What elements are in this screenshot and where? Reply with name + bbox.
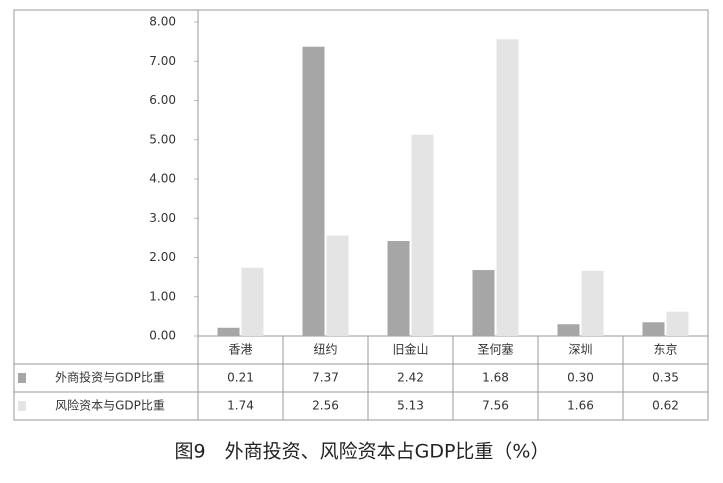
- bar: [411, 134, 434, 336]
- chart-title: 图9 外商投资、风险资本占GDP比重（%）: [175, 441, 550, 463]
- bar: [666, 311, 689, 336]
- x-tick-label: 深圳: [568, 343, 592, 357]
- x-tick-label: 香港: [228, 343, 252, 357]
- table-cell: 2.56: [312, 399, 339, 413]
- table-cell: 7.56: [482, 399, 509, 413]
- x-tick-label: 圣何塞: [477, 342, 513, 357]
- table-cell: 0.30: [567, 371, 594, 385]
- x-tick-label: 东京: [653, 343, 677, 357]
- table-cell: 0.35: [652, 371, 679, 385]
- bar: [581, 270, 604, 336]
- x-tick-label: 旧金山: [392, 342, 428, 357]
- legend-label: 外商投资与GDP比重: [55, 370, 165, 385]
- y-tick-label: 7.00: [149, 54, 176, 68]
- bar: [496, 39, 519, 337]
- y-tick-label: 4.00: [149, 172, 176, 186]
- y-tick-label: 8.00: [149, 15, 176, 29]
- legend-swatch: [18, 373, 26, 383]
- y-tick-label: 2.00: [149, 250, 176, 264]
- y-tick-label: 5.00: [149, 132, 176, 146]
- y-tick-label: 3.00: [149, 211, 176, 225]
- x-tick-label: 纽约: [313, 342, 337, 357]
- legend-label: 风险资本与GDP比重: [55, 398, 165, 413]
- bar: [642, 322, 665, 336]
- table-cell: 1.68: [482, 371, 509, 385]
- y-tick-label: 1.00: [149, 289, 176, 303]
- table-cell: 0.62: [652, 399, 679, 413]
- bar: [302, 46, 325, 336]
- bar: [217, 327, 240, 336]
- table-cell: 1.66: [567, 399, 594, 413]
- table-cell: 1.74: [227, 399, 254, 413]
- bar: [326, 235, 349, 336]
- bar: [387, 241, 410, 336]
- bar: [241, 267, 264, 336]
- table-cell: 2.42: [397, 371, 424, 385]
- table-cell: 0.21: [227, 371, 254, 385]
- table-cell: 5.13: [397, 399, 424, 413]
- bar: [557, 324, 580, 336]
- legend-swatch: [18, 401, 26, 411]
- bar: [472, 270, 495, 336]
- y-tick-label: 6.00: [149, 93, 176, 107]
- y-tick-label: 0.00: [149, 329, 176, 343]
- frame: [13, 9, 709, 421]
- table-cell: 7.37: [312, 371, 339, 385]
